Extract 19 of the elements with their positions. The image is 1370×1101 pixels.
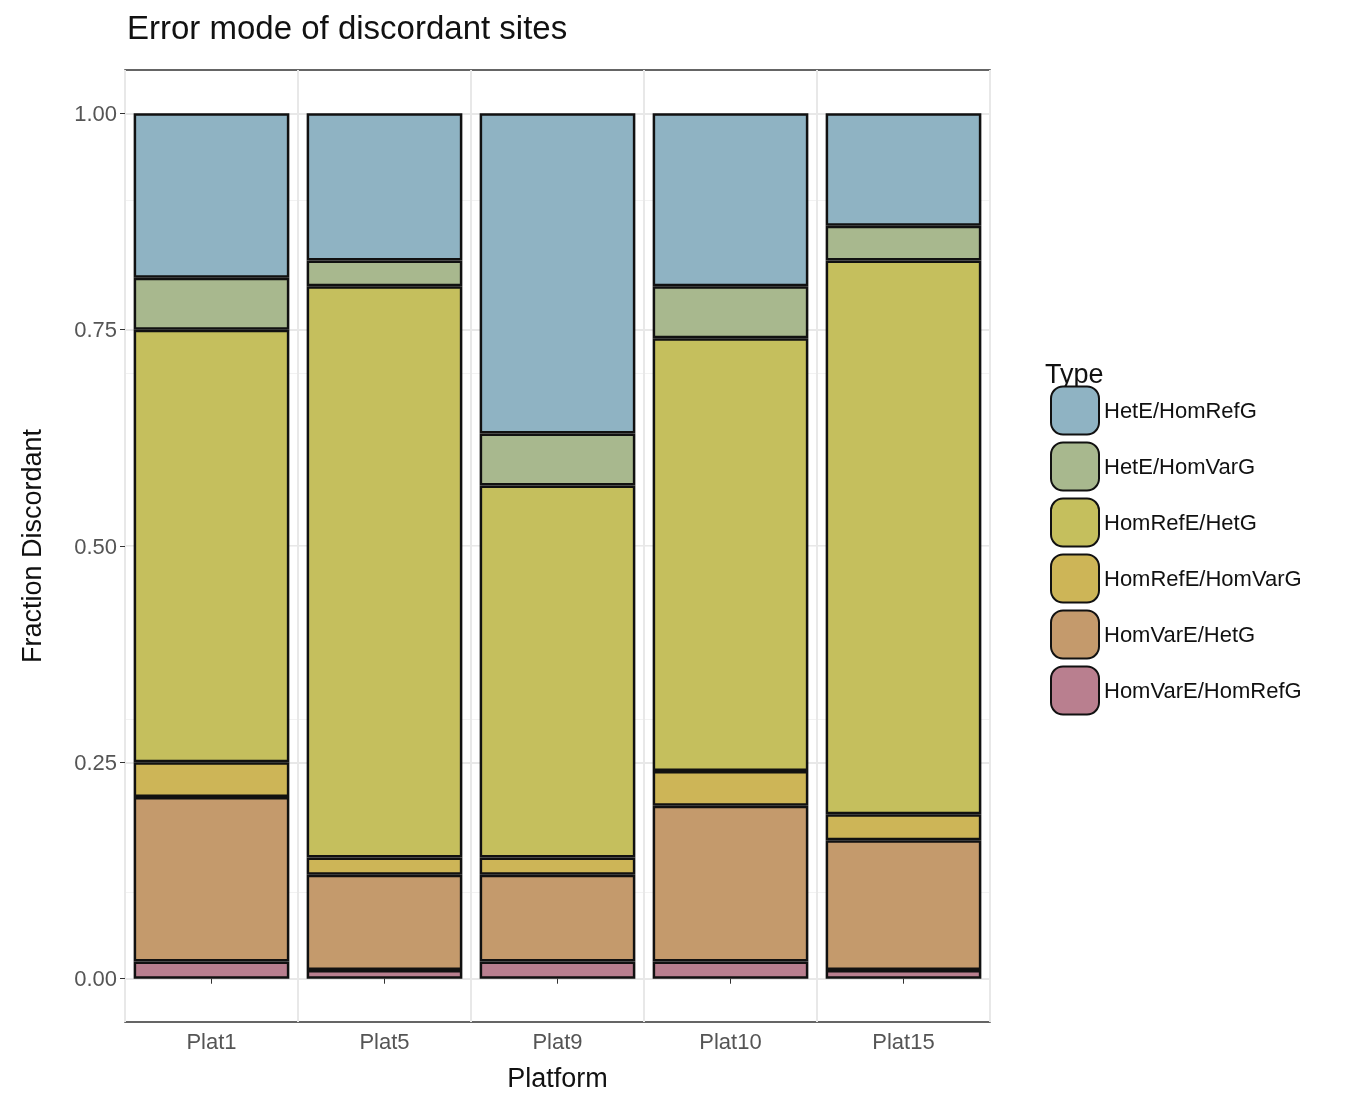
chart-title: Error mode of discordant sites — [127, 9, 568, 46]
x-tick-label: Plat9 — [532, 1028, 583, 1054]
x-tick-label: Plat5 — [359, 1028, 410, 1054]
legend-label: HomRefE/HomVarG — [1104, 566, 1302, 591]
x-tick-label: Plat10 — [699, 1028, 762, 1054]
y-tick-label: 0.25 — [74, 749, 117, 775]
x-tick-label: Plat1 — [186, 1028, 237, 1054]
legend-label: HomVarE/HetG — [1104, 622, 1256, 647]
x-axis-title: Platform — [507, 1062, 608, 1093]
y-tick-label: 0.50 — [74, 533, 117, 559]
y-axis-title: Fraction Discordant — [16, 428, 47, 664]
legend-label: HetE/HomRefG — [1104, 398, 1257, 423]
y-tick-label: 0.75 — [74, 317, 117, 343]
legend-label: HomRefE/HetG — [1104, 510, 1257, 535]
legend-label: HetE/HomVarG — [1104, 454, 1256, 479]
y-tick-label: 0.00 — [74, 966, 117, 992]
y-tick-label: 1.00 — [74, 100, 117, 126]
legend-label: HomVarE/HomRefG — [1104, 678, 1302, 703]
x-tick-label: Plat15 — [872, 1028, 935, 1054]
